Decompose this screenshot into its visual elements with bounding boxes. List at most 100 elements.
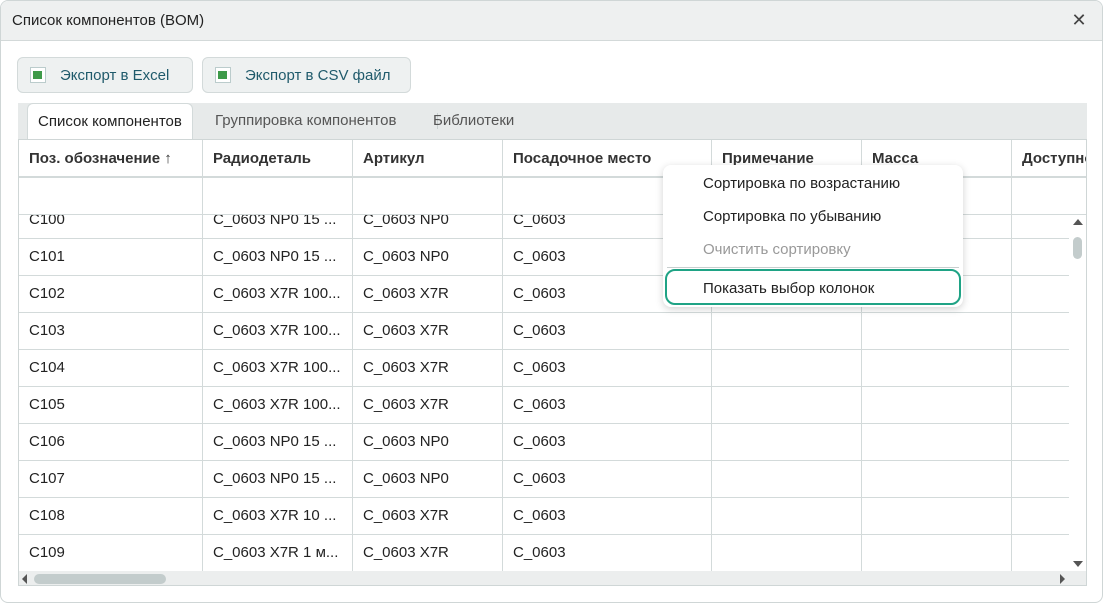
table-cell[interactable]: C_0603 bbox=[503, 424, 712, 461]
column-header[interactable]: Артикул bbox=[353, 140, 503, 178]
table-cell[interactable] bbox=[862, 350, 1012, 387]
menu-clear-sort: Очистить сортировку bbox=[703, 241, 851, 258]
table-cell[interactable] bbox=[1012, 313, 1086, 350]
table-cell[interactable]: C108 bbox=[19, 498, 203, 535]
table-cell[interactable] bbox=[712, 350, 862, 387]
excel-icon bbox=[30, 67, 46, 83]
vertical-scrollbar[interactable] bbox=[1069, 215, 1086, 571]
tab-component-list[interactable]: Список компонентов bbox=[27, 103, 193, 139]
table-cell[interactable] bbox=[712, 461, 862, 498]
table-cell[interactable]: C_0603 X7R 100... bbox=[203, 387, 353, 424]
export-excel-button[interactable]: Экспорт в Excel bbox=[17, 57, 193, 93]
scroll-left-icon[interactable] bbox=[22, 574, 27, 584]
table-cell[interactable] bbox=[1012, 498, 1086, 535]
table-cell[interactable]: C102 bbox=[19, 276, 203, 313]
table-cell[interactable]: C_0603 X7R 10 ... bbox=[203, 498, 353, 535]
table-cell[interactable] bbox=[862, 424, 1012, 461]
table-cell[interactable] bbox=[862, 276, 1012, 313]
table-cell[interactable]: C_0603 bbox=[503, 498, 712, 535]
table-cell[interactable]: C_0603 NP0 bbox=[353, 239, 503, 276]
table-cell[interactable]: C109 bbox=[19, 535, 203, 572]
title-bar: Список компонентов (BOM) bbox=[1, 1, 1102, 41]
dialog-title: Список компонентов (BOM) bbox=[12, 12, 205, 29]
table-cell[interactable]: C105 bbox=[19, 387, 203, 424]
scroll-up-icon[interactable] bbox=[1073, 219, 1083, 225]
table-cell[interactable] bbox=[1012, 387, 1086, 424]
table-cell[interactable] bbox=[712, 424, 862, 461]
table-cell[interactable] bbox=[1012, 239, 1086, 276]
table-cell[interactable]: C101 bbox=[19, 239, 203, 276]
close-icon[interactable]: ✕ bbox=[1071, 10, 1087, 30]
tab-component-grouping[interactable]: Группировка компонентов bbox=[215, 112, 397, 129]
table-cell[interactable]: C_0603 X7R 100... bbox=[203, 350, 353, 387]
export-excel-label: Экспорт в Excel bbox=[60, 66, 170, 84]
table-cell[interactable]: C_0603 NP0 15 ... bbox=[203, 239, 353, 276]
table-cell[interactable]: C_0603 NP0 bbox=[353, 424, 503, 461]
table-cell[interactable] bbox=[712, 387, 862, 424]
menu-show-column-chooser[interactable]: Показать выбор колонок bbox=[703, 280, 875, 297]
table-cell[interactable]: C_0603 X7R bbox=[353, 350, 503, 387]
column-header[interactable]: Радиодеталь bbox=[203, 140, 353, 178]
menu-highlight bbox=[665, 269, 961, 305]
table-cell[interactable]: C104 bbox=[19, 350, 203, 387]
table-cell[interactable]: C_0603 X7R 100... bbox=[203, 276, 353, 313]
table-cell[interactable] bbox=[712, 313, 862, 350]
column-header[interactable]: Поз. обозначение ↑ bbox=[19, 140, 203, 178]
table-cell[interactable]: C100 bbox=[19, 202, 203, 239]
table-cell[interactable]: C_0603 X7R bbox=[353, 387, 503, 424]
column-header[interactable]: Доступно bbox=[1012, 140, 1086, 178]
horizontal-scroll-thumb[interactable] bbox=[34, 574, 166, 584]
table-cell[interactable]: C_0603 X7R bbox=[353, 313, 503, 350]
table-cell[interactable]: C107 bbox=[19, 461, 203, 498]
table-cell[interactable]: C_0603 NP0 15 ... bbox=[203, 461, 353, 498]
menu-sort-descending[interactable]: Сортировка по убыванию bbox=[703, 208, 882, 225]
table-cell[interactable] bbox=[1012, 276, 1086, 313]
table-cell[interactable] bbox=[862, 313, 1012, 350]
table-cell[interactable] bbox=[862, 535, 1012, 572]
tab-divider bbox=[437, 113, 438, 129]
column-context-menu: Сортировка по возрастанию Сортировка по … bbox=[663, 165, 963, 307]
column-header[interactable]: Посадочное место bbox=[503, 140, 712, 178]
table-cell[interactable] bbox=[712, 535, 862, 572]
export-csv-label: Экспорт в CSV файл bbox=[245, 66, 391, 84]
table-cell[interactable] bbox=[862, 498, 1012, 535]
table-cell[interactable]: C103 bbox=[19, 313, 203, 350]
table-cell[interactable]: C_0603 bbox=[503, 350, 712, 387]
tab-libraries[interactable]: Библиотеки bbox=[433, 112, 515, 129]
table-cell[interactable]: C_0603 bbox=[503, 387, 712, 424]
table-cell[interactable] bbox=[712, 498, 862, 535]
table-cell[interactable]: C_0603 X7R 100... bbox=[203, 313, 353, 350]
filter-cell[interactable] bbox=[19, 178, 203, 215]
menu-sort-ascending[interactable]: Сортировка по возрастанию bbox=[703, 175, 901, 192]
filter-cell[interactable] bbox=[353, 178, 503, 215]
table-cell[interactable]: C_0603 bbox=[503, 461, 712, 498]
horizontal-scrollbar[interactable] bbox=[19, 571, 1086, 585]
table-cell[interactable]: C_0603 NP0 bbox=[353, 461, 503, 498]
scroll-right-icon[interactable] bbox=[1060, 574, 1065, 584]
table-cell[interactable]: C_0603 bbox=[503, 313, 712, 350]
table-cell[interactable]: C_0603 NP0 15 ... bbox=[203, 202, 353, 239]
table-cell[interactable]: C_0603 X7R bbox=[353, 498, 503, 535]
menu-divider bbox=[667, 267, 959, 268]
table-cell[interactable] bbox=[862, 461, 1012, 498]
table-cell[interactable]: C_0603 NP0 bbox=[353, 202, 503, 239]
filter-cell[interactable] bbox=[1012, 178, 1086, 215]
export-csv-button[interactable]: Экспорт в CSV файл bbox=[202, 57, 411, 93]
scroll-down-icon[interactable] bbox=[1073, 561, 1083, 567]
table-cell[interactable] bbox=[1012, 202, 1086, 239]
table-cell[interactable] bbox=[1012, 424, 1086, 461]
table-cell[interactable] bbox=[1012, 350, 1086, 387]
table-cell[interactable]: C_0603 X7R bbox=[353, 276, 503, 313]
table-cell[interactable]: C_0603 bbox=[503, 535, 712, 572]
csv-file-icon bbox=[215, 67, 231, 83]
table-cell[interactable] bbox=[1012, 461, 1086, 498]
table-cell[interactable]: C_0603 X7R bbox=[353, 535, 503, 572]
vertical-scroll-thumb[interactable] bbox=[1073, 237, 1082, 259]
filter-cell[interactable] bbox=[203, 178, 353, 215]
table-cell[interactable]: C_0603 X7R 1 м... bbox=[203, 535, 353, 572]
table-cell[interactable] bbox=[862, 387, 1012, 424]
table-cell[interactable]: C106 bbox=[19, 424, 203, 461]
table-cell[interactable]: C_0603 NP0 15 ... bbox=[203, 424, 353, 461]
tab-strip: Список компонентов Группировка компонент… bbox=[18, 103, 1087, 139]
